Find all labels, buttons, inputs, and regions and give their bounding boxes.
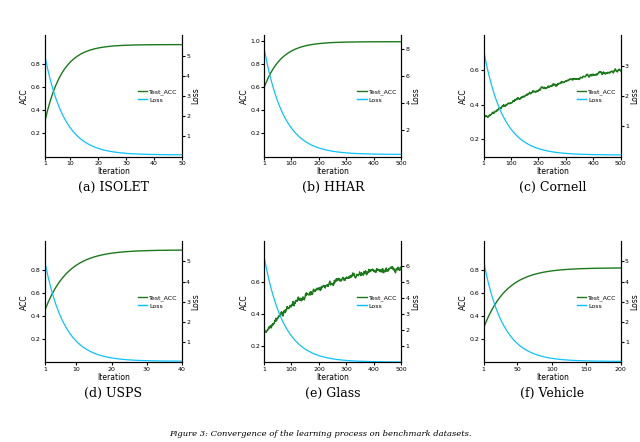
Y-axis label: Loss: Loss [411, 88, 420, 104]
Legend: Test_ACC, Loss: Test_ACC, Loss [136, 294, 179, 310]
Y-axis label: Loss: Loss [630, 293, 639, 310]
Text: (e) Glass: (e) Glass [305, 387, 360, 400]
Text: (c) Cornell: (c) Cornell [518, 181, 586, 194]
Text: (b) HHAR: (b) HHAR [301, 181, 364, 194]
Text: (a) ISOLET: (a) ISOLET [78, 181, 149, 194]
Y-axis label: ACC: ACC [20, 294, 29, 310]
X-axis label: Iteration: Iteration [97, 373, 130, 382]
X-axis label: Iteration: Iteration [316, 167, 349, 176]
Text: (f) Vehicle: (f) Vehicle [520, 387, 584, 400]
X-axis label: Iteration: Iteration [316, 373, 349, 382]
Y-axis label: Loss: Loss [630, 88, 639, 104]
Y-axis label: ACC: ACC [240, 88, 249, 104]
Legend: Test_ACC, Loss: Test_ACC, Loss [575, 88, 618, 104]
Text: Figure 3: Convergence of the learning process on benchmark datasets.: Figure 3: Convergence of the learning pr… [169, 430, 471, 438]
Y-axis label: ACC: ACC [460, 88, 468, 104]
Y-axis label: Loss: Loss [191, 293, 200, 310]
Legend: Test_ACC, Loss: Test_ACC, Loss [356, 294, 398, 310]
Y-axis label: ACC: ACC [240, 294, 249, 310]
X-axis label: Iteration: Iteration [536, 373, 569, 382]
Y-axis label: Loss: Loss [411, 293, 420, 310]
Legend: Test_ACC, Loss: Test_ACC, Loss [575, 294, 618, 310]
X-axis label: Iteration: Iteration [536, 167, 569, 176]
Y-axis label: ACC: ACC [20, 88, 29, 104]
Y-axis label: ACC: ACC [460, 294, 468, 310]
Text: (d) USPS: (d) USPS [84, 387, 142, 400]
Legend: Test_ACC, Loss: Test_ACC, Loss [136, 88, 179, 104]
Y-axis label: Loss: Loss [191, 88, 200, 104]
X-axis label: Iteration: Iteration [97, 167, 130, 176]
Legend: Test_ACC, Loss: Test_ACC, Loss [356, 88, 398, 104]
